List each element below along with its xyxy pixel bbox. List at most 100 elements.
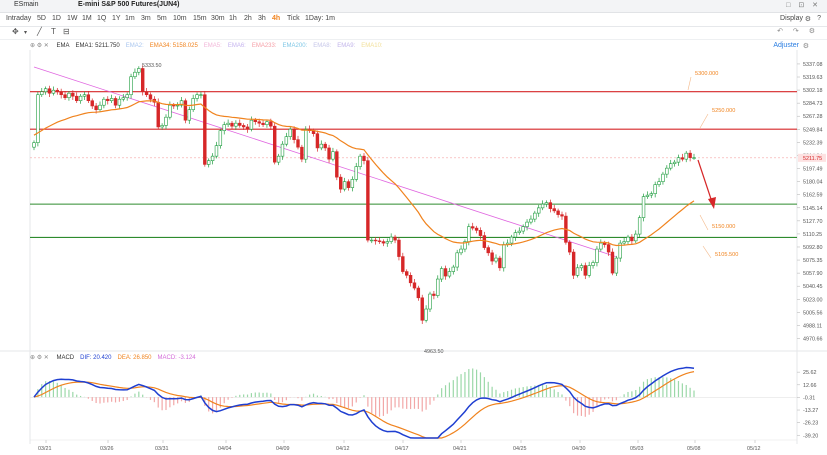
display-menu[interactable]: Display bbox=[780, 15, 803, 22]
x-tick-label: 03/21 bbox=[38, 446, 52, 452]
candle-body bbox=[40, 91, 44, 96]
timeframe-1y[interactable]: 1Y bbox=[112, 15, 121, 22]
x-tick-label: 04/30 bbox=[572, 446, 586, 452]
candle-body bbox=[121, 97, 125, 100]
contract-title: E-mini S&P 500 Futures(JUN4) bbox=[78, 1, 180, 8]
timeframe-15m[interactable]: 15m bbox=[193, 15, 207, 22]
timeframe-10m[interactable]: 10m bbox=[173, 15, 187, 22]
candle-body bbox=[160, 125, 164, 128]
candle-body bbox=[273, 125, 277, 163]
draw-line-icon[interactable]: ╱ bbox=[37, 27, 42, 36]
timeframe-30m[interactable]: 30m bbox=[211, 15, 225, 22]
candle-body bbox=[478, 230, 483, 236]
macd-legend-icons[interactable]: ⊕ ⚙ ✕ bbox=[30, 355, 49, 361]
candle-body bbox=[315, 133, 320, 149]
candle-body bbox=[463, 241, 467, 250]
candle-body bbox=[117, 98, 122, 106]
y-tick-label: 5127.70 bbox=[803, 219, 823, 225]
timeframe-3m[interactable]: 3m bbox=[141, 15, 151, 22]
help-icon[interactable]: ? bbox=[817, 15, 821, 22]
candle-body bbox=[661, 173, 665, 182]
y-tick-label: 5302.18 bbox=[803, 88, 823, 94]
timeframe-intraday[interactable]: Intraday bbox=[6, 15, 32, 22]
y-tick-label: 5249.84 bbox=[803, 127, 823, 133]
y-tick-label: 5075.35 bbox=[803, 258, 823, 264]
candle-body bbox=[505, 242, 510, 245]
timeframe-tick[interactable]: Tick bbox=[287, 15, 300, 22]
target-price-label: 5105.500 bbox=[715, 252, 738, 258]
macd-legend: ⊕ ⚙ ✕ MACD DIF: 20.420 DEA: 26.850 MACD: -3… bbox=[30, 354, 208, 364]
timeframe-3h[interactable]: 3h bbox=[258, 15, 266, 22]
candle-body bbox=[78, 95, 83, 102]
y-tick-label: 5197.49 bbox=[803, 167, 823, 173]
candle-body bbox=[502, 244, 506, 269]
toolbar-right-icons[interactable]: ↶ ↷ ⚙ bbox=[777, 28, 819, 35]
x-tick-label: 04/25 bbox=[513, 446, 527, 452]
x-tick-label: 05/03 bbox=[630, 446, 644, 452]
low-price-label: 4963.50 bbox=[424, 349, 444, 355]
candle-body bbox=[377, 240, 382, 242]
ema-legend-item: EMA233: bbox=[251, 43, 277, 49]
projection-arrow bbox=[697, 159, 713, 203]
ema-legend: ⊕ ⚙ ✕ EMA EMA1: 5211.750 EMA2: EMA34: 5158.… bbox=[30, 42, 395, 52]
candle-body bbox=[94, 105, 98, 111]
candle-body bbox=[102, 98, 106, 106]
adjuster-settings-icon[interactable]: ⚙ bbox=[802, 43, 809, 50]
y-tick-label: 5232.39 bbox=[803, 140, 823, 146]
ema-legend-item: EMA1: 5211.750 bbox=[75, 43, 120, 49]
candle-body bbox=[389, 236, 393, 242]
x-tick-label: 04/04 bbox=[218, 446, 232, 452]
y-tick-label: 4970.66 bbox=[803, 337, 823, 343]
timeframe-1q[interactable]: 1Q bbox=[97, 15, 107, 22]
timeframe-1d[interactable]: 1D bbox=[52, 15, 61, 22]
timeframe-1m[interactable]: 1M bbox=[82, 15, 92, 22]
target-price-label: 5300.000 bbox=[695, 71, 718, 77]
candle-body bbox=[265, 121, 269, 125]
candle-body bbox=[156, 101, 160, 128]
adjuster-button[interactable]: Adjuster bbox=[773, 42, 799, 49]
candle-body bbox=[125, 94, 129, 99]
settings-icon[interactable]: ⚙ bbox=[804, 16, 811, 23]
candle-body bbox=[436, 278, 440, 296]
x-tick-label: 04/09 bbox=[276, 446, 290, 452]
crosshair-icon[interactable]: ✥ bbox=[12, 27, 19, 36]
title-bar: ESmain E-mini S&P 500 Futures(JUN4) □ ⊡ … bbox=[0, 0, 827, 13]
macd-legend-item: DIF: 20.420 bbox=[80, 355, 112, 361]
candle-body bbox=[688, 152, 692, 158]
candle-body bbox=[641, 196, 646, 218]
timeframe-5d[interactable]: 5D bbox=[37, 15, 46, 22]
timeframe-5m[interactable]: 5m bbox=[157, 15, 167, 22]
x-tick-label: 05/12 bbox=[747, 446, 761, 452]
chevron-down-icon[interactable]: ▾ bbox=[24, 30, 28, 36]
candle-body bbox=[133, 71, 137, 78]
candle-body bbox=[669, 163, 673, 169]
legend-eye-icon[interactable]: ⊕ ⚙ ✕ bbox=[30, 43, 49, 49]
candle-body bbox=[676, 157, 681, 163]
y-tick-label: 4988.11 bbox=[803, 323, 822, 329]
candle-body bbox=[137, 68, 141, 73]
candle-body bbox=[373, 239, 378, 242]
symbol-label[interactable]: ESmain bbox=[14, 1, 39, 8]
timeframe-1w[interactable]: 1W bbox=[67, 15, 78, 22]
candle-body bbox=[595, 248, 599, 263]
timeframe-1m[interactable]: 1m bbox=[125, 15, 135, 22]
window-controls[interactable]: □ ⊡ ✕ bbox=[786, 2, 821, 9]
y-tick-label: 5145.14 bbox=[803, 206, 823, 212]
candle-body bbox=[494, 257, 498, 262]
text-tool-icon[interactable]: T bbox=[51, 27, 56, 36]
candle-body bbox=[82, 94, 87, 97]
timeframe-2h[interactable]: 2h bbox=[244, 15, 252, 22]
candle-body bbox=[214, 145, 219, 157]
target-leader-line bbox=[699, 113, 709, 129]
projection-arrowhead bbox=[708, 197, 716, 209]
y-tick-label: 5319.63 bbox=[803, 75, 823, 81]
timeframe-1day-1m[interactable]: 1Day: 1m bbox=[305, 15, 335, 22]
candle-body bbox=[467, 226, 471, 242]
timeframe-bar: Intraday 5D 1D 1W 1M 1Q 1Y 1m 3m 5m 10m 15m 30m 1h 2h 3… bbox=[0, 13, 827, 27]
ruler-icon[interactable]: ⊟ bbox=[63, 27, 70, 36]
candle-body bbox=[234, 122, 238, 127]
timeframe-4h[interactable]: 4h bbox=[272, 15, 281, 22]
timeframe-1h[interactable]: 1h bbox=[229, 15, 237, 22]
candle-body bbox=[90, 100, 94, 107]
target-leader-line bbox=[699, 214, 709, 231]
